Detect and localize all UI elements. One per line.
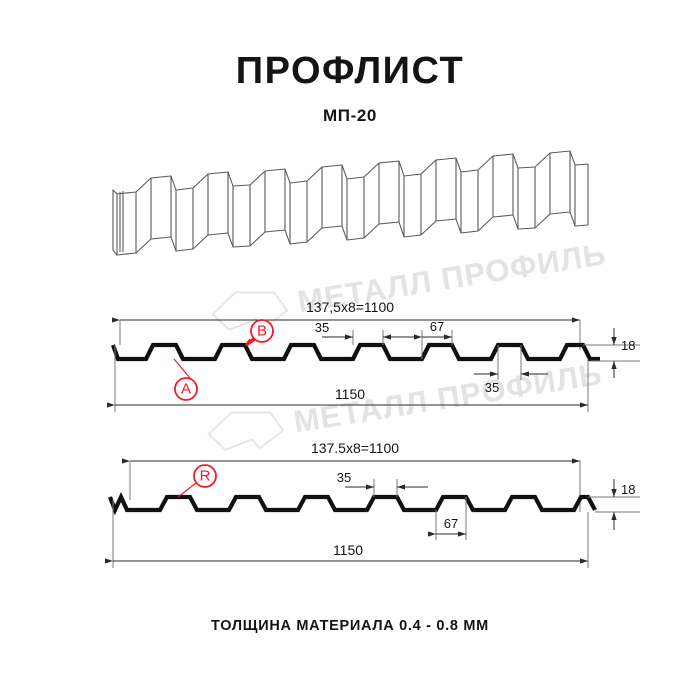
- watermark-logo-shape: [211, 291, 289, 331]
- dimension-67-top: 67: [413, 319, 453, 359]
- header: ПРОФЛИСТ МП-20: [0, 50, 700, 126]
- watermark-text: МЕТАЛЛ ПРОФИЛЬ: [295, 236, 608, 319]
- marker-r[interactable]: R: [177, 464, 217, 498]
- watermark-top: МЕТАЛЛ ПРОФИЛЬ: [211, 236, 609, 331]
- marker-a[interactable]: A: [173, 358, 198, 401]
- marker-a-label: A: [181, 381, 191, 398]
- dimension-value-1150-top: 1150: [335, 386, 365, 402]
- profile-section-top: [111, 342, 600, 362]
- dimension-height-18-bottom: 18: [588, 479, 640, 530]
- watermark-logo-shape-2: [207, 411, 285, 451]
- marker-r-label: R: [200, 468, 211, 485]
- dimension-crest-35-top: 35: [315, 320, 414, 345]
- dimension-value-1100-bottom: 137.5x8=1100: [311, 440, 399, 456]
- dimension-overall-bottom-2: 1150: [104, 500, 589, 568]
- marker-a-circle[interactable]: [174, 377, 198, 401]
- dimension-height-18-top: 18: [583, 328, 640, 378]
- dimension-overall-top-2: 137.5x8=1100: [121, 440, 581, 512]
- page-subtitle: МП-20: [323, 105, 377, 125]
- page-title: ПРОФЛИСТ: [235, 50, 465, 92]
- dimension-value-67-bottom: 67: [444, 516, 458, 531]
- dimension-67-bottom: 67: [427, 497, 467, 540]
- watermark-bottom: МЕТАЛЛ ПРОФИЛЬ: [207, 356, 605, 451]
- footer-material-thickness: ТОЛЩИНА МАТЕРИАЛА 0.4 - 0.8 ММ: [211, 618, 489, 634]
- dimension-crest-35-bottom: 35: [337, 470, 428, 497]
- dimension-value-35-bottom: 35: [337, 470, 351, 485]
- marker-b-circle[interactable]: [250, 319, 274, 343]
- dimension-overall-bottom-1: 1150: [106, 345, 589, 412]
- profile-section-bottom: [108, 491, 597, 516]
- dimension-value-18-top: 18: [621, 338, 635, 353]
- marker-b-label: B: [257, 323, 267, 340]
- dimension-overall-top-1: 137,5x8=1100: [111, 299, 581, 350]
- dimension-valley-35-top: 35: [474, 345, 548, 395]
- iso-sheet: [112, 150, 589, 256]
- marker-b[interactable]: B: [245, 319, 274, 347]
- dimension-value-35-crest-top: 35: [315, 320, 329, 335]
- dimension-value-1100-top: 137,5x8=1100: [306, 299, 394, 315]
- dimension-value-67-top: 67: [430, 319, 444, 334]
- dimension-value-1150-bottom: 1150: [333, 542, 363, 558]
- dimension-value-35-valley-top: 35: [485, 380, 499, 395]
- watermark-text-2: МЕТАЛЛ ПРОФИЛЬ: [291, 356, 604, 439]
- dimension-value-18-bottom: 18: [621, 482, 635, 497]
- marker-r-circle[interactable]: [193, 464, 217, 488]
